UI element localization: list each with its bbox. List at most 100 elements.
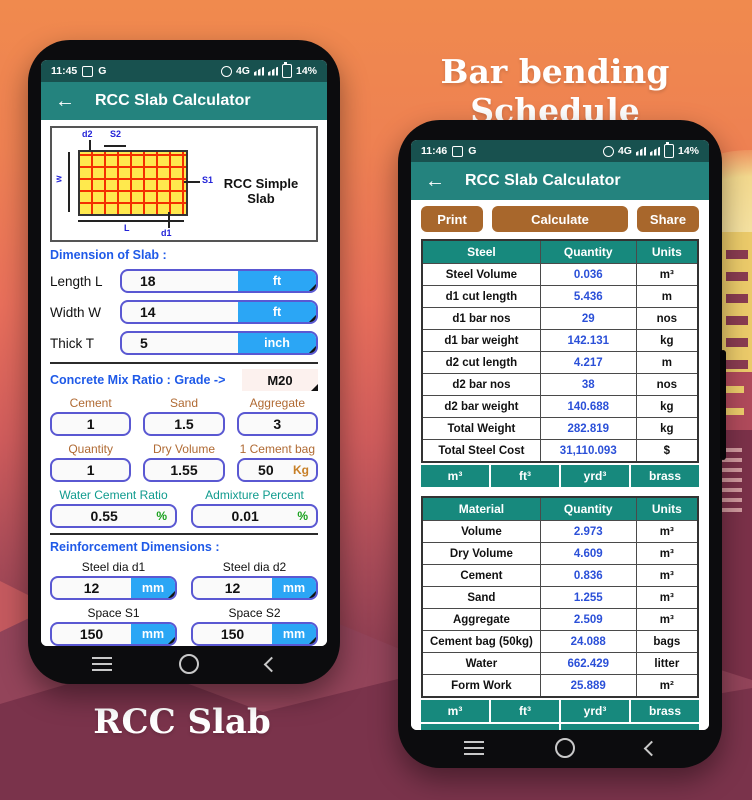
thick-label: Thick T [50,335,95,351]
space-s1-input[interactable]: 150 mm [50,622,177,646]
table-row: Cement bag (50kg) 24.088 bags [423,631,697,653]
mix-ratio-header: Concrete Mix Ratio : Grade -> [50,373,226,387]
print-button[interactable]: Print [421,206,483,232]
cement-bag-input[interactable]: 50 Kg [236,458,318,482]
quantity-label: Quantity [68,442,114,456]
poster-title: Bar bending Schedule [440,52,670,130]
table-row: Volume 2.973 m³ [423,521,697,543]
sim-icon: G [468,145,477,157]
data-saver-icon [602,145,614,157]
unit-tab[interactable]: brass [631,700,699,722]
action-buttons: Print Calculate Share [421,206,699,232]
sand-ratio-input[interactable]: 1.5 [143,412,225,436]
share-button[interactable]: Share [637,206,699,232]
table-row: d1 bar nos 29 nos [423,308,697,330]
back-arrow-icon[interactable]: ← [55,90,75,112]
percent-label: % [156,509,167,523]
battery-percent: 14% [677,145,699,157]
unit-tab[interactable]: ft³ [491,700,559,722]
length-unit-dropdown[interactable]: ft [238,271,316,291]
table-row: Sand 1.255 m³ [423,587,697,609]
slab-grid-illustration [78,150,188,216]
dropdown-corner [309,591,316,598]
section-dimension-header: Dimension of Slab : [50,248,167,262]
phone-left: 11:45 G 4G 14% ← RCC Slab Calculator [28,40,340,684]
percent-label: % [297,509,308,523]
length-input[interactable]: 18 ft [120,269,318,293]
steel-dia-d2-input[interactable]: 12 mm [191,576,318,600]
thick-row: Thick T 5 inch [50,331,318,355]
aggregate-ratio-input[interactable]: 3 [236,412,318,436]
table-row: d2 bar nos 38 nos [423,374,697,396]
d1-unit-dropdown[interactable]: mm [131,578,175,598]
unit-tab[interactable]: yrd³ [561,465,629,487]
back-icon[interactable] [263,656,279,672]
water-cement-ratio-input[interactable]: 0.55 % [50,504,177,528]
unit-tab[interactable]: ft³ [491,465,559,487]
unit-tab[interactable]: m³ [421,700,489,722]
s2-unit-dropdown[interactable]: mm [272,624,316,644]
app-title: RCC Slab Calculator [465,172,621,189]
table-row: Dry Volume 4.609 m³ [423,543,697,565]
data-saver-icon [220,65,232,77]
steel-dia-d1-label: Steel dia d1 [81,560,146,574]
section-reinforcement-header: Reinforcement Dimensions : [50,540,220,554]
d2-unit-dropdown[interactable]: mm [272,578,316,598]
diagram-label-s1: S1 [202,175,214,185]
signal-icon [635,146,646,156]
battery-percent: 14% [295,65,317,77]
table-row: Steel Volume 0.036 m³ [423,264,697,286]
material-table: Material Quantity Units Volume 2.973 m³ [421,496,699,698]
unit-tab[interactable]: yrd³ [561,700,629,722]
space-s2-label: Space S2 [228,606,281,620]
space-s2-input[interactable]: 150 mm [191,622,318,646]
sim-icon: G [98,65,107,77]
back-arrow-icon[interactable]: ← [425,170,445,192]
back-icon[interactable] [643,740,659,756]
table-row: Cement 0.836 m³ [423,565,697,587]
water-cement-ratio-label: Water Cement Ratio [59,488,168,502]
steel-table-body: Steel Volume 0.036 m³ d1 cut length 5.43… [423,264,697,461]
slab-diagram: d2 S2 w L S1 d1 RCC Simple Slab [50,126,318,242]
material-table-body: Volume 2.973 m³ Dry Volume 4.609 m³ Ceme… [423,521,697,696]
calculate-button[interactable]: Calculate [492,206,628,232]
home-icon[interactable] [178,654,199,674]
unit-tab[interactable]: brass [631,465,699,487]
steel-unit-tabs: m³ ft³ yrd³ brass [421,465,699,487]
home-icon[interactable] [554,738,575,758]
admixture-percent-input[interactable]: 0.01 % [191,504,318,528]
table-row: d1 bar weight 142.131 kg [423,330,697,352]
app-bar-left: ← RCC Slab Calculator [41,82,327,120]
thick-unit-dropdown[interactable]: inch [238,333,316,353]
table-row: d2 cut length 4.217 m [423,352,697,374]
cement-ratio-input[interactable]: 1 [50,412,132,436]
clock: 11:45 [51,65,78,77]
width-input[interactable]: 14 ft [120,300,318,324]
unit-tab[interactable]: m³ [421,465,489,487]
next-table-clipped [421,724,699,730]
dry-volume-input[interactable]: 1.55 [143,458,225,482]
table-row: Total Steel Cost 31,110.093 $ [423,440,697,461]
battery-icon [663,142,674,158]
table-row: d2 bar weight 140.688 kg [423,396,697,418]
width-unit-dropdown[interactable]: ft [238,302,316,322]
table-row: Form Work 25.889 m² [423,675,697,696]
steel-table: Steel Quantity Units Steel Volume 0.036 … [421,239,699,463]
nav-bar-left [28,648,340,680]
dropdown-corner [168,591,175,598]
quantity-input[interactable]: 1 [50,458,132,482]
width-row: Width W 14 ft [50,300,318,324]
status-bar-right: 11:46 G 4G 14% [411,140,709,162]
dropdown-corner [311,384,318,391]
space-s1-label: Space S1 [87,606,140,620]
grade-dropdown[interactable]: M20 [242,369,318,391]
menu-icon[interactable] [91,656,112,660]
s1-unit-dropdown[interactable]: mm [131,624,175,644]
app-title: RCC Slab Calculator [95,92,251,109]
steel-dia-d1-input[interactable]: 12 mm [50,576,177,600]
admixture-percent-label: Admixture Percent [205,488,304,502]
nav-bar-right [398,732,722,764]
calculator-form: d2 S2 w L S1 d1 RCC Simple Slab Dimensio… [41,120,327,646]
menu-icon[interactable] [463,740,484,744]
thick-input[interactable]: 5 inch [120,331,318,355]
